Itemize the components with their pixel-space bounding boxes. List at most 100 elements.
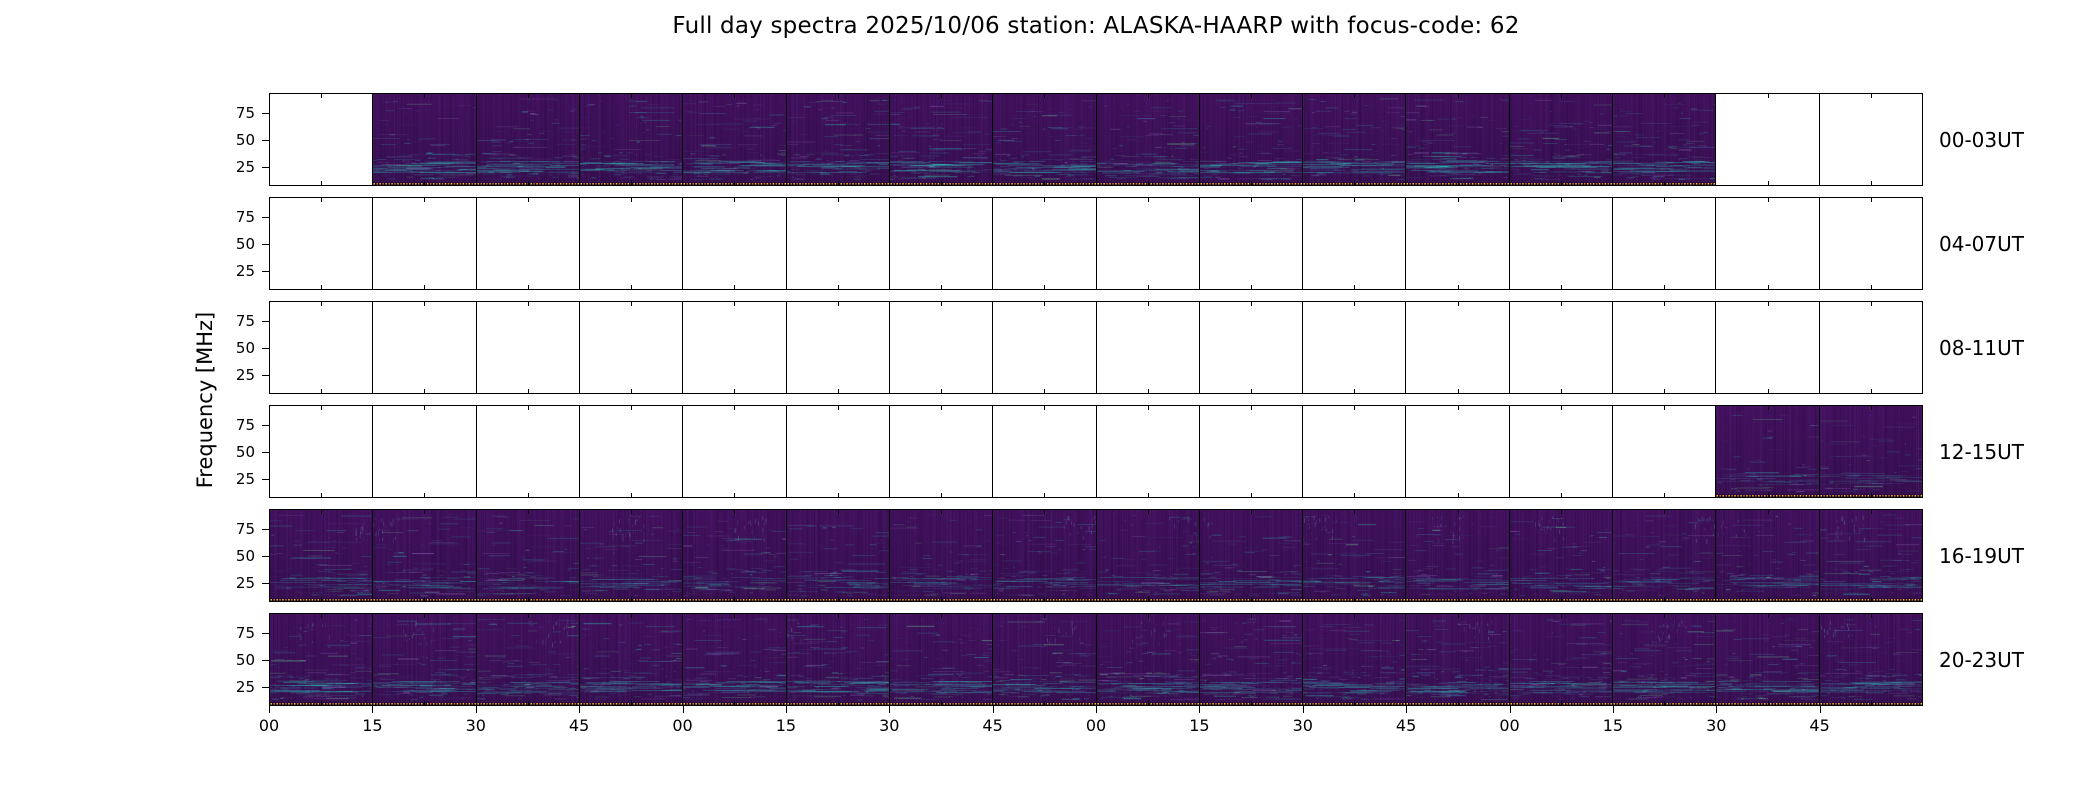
subplot-row-04-07ut: 25 50 75 04-07UT: [0, 197, 2100, 290]
segment-tick: [1560, 510, 1562, 514]
segment-tick: [321, 493, 323, 497]
segment-tick: [1147, 285, 1149, 289]
segment-tick: [734, 94, 736, 98]
segment-tick: [941, 510, 943, 514]
x-tick-label: 15: [1189, 716, 1210, 735]
x-tick-mark: [1199, 706, 1201, 713]
segment-tick: [1250, 389, 1252, 393]
segment-tick: [1354, 181, 1356, 185]
spectrogram-canvas: [1199, 614, 1303, 705]
segment-tick: [1354, 493, 1356, 497]
segment-tick: [1560, 493, 1562, 497]
spectrogram-segment: [992, 406, 1095, 497]
segment-tick: [1870, 493, 1872, 497]
x-tick-label: 00: [1085, 716, 1107, 735]
y-tick-label: 50: [235, 338, 255, 357]
y-tick-label: 75: [235, 519, 255, 538]
segment-tick: [1044, 302, 1046, 306]
spectrogram-segment: [1612, 614, 1716, 705]
segment-tick: [527, 198, 529, 202]
segment-tick: [1870, 302, 1872, 306]
segment-tick: [321, 285, 323, 289]
spectrogram-segment: [888, 406, 992, 497]
segment-tick: [631, 389, 633, 393]
spectrogram-canvas: [1199, 94, 1303, 185]
x-tick-mark: [1096, 706, 1097, 713]
segment-tick: [424, 198, 426, 202]
x-tick-mark: [1716, 706, 1718, 713]
y-tick-label: 50: [235, 442, 255, 461]
segment-tick: [1354, 614, 1356, 618]
segment-tick: [1870, 181, 1872, 185]
spectrogram-segment: [682, 198, 785, 289]
spectrogram-canvas: [579, 510, 683, 601]
segment-tick: [321, 510, 323, 514]
spectrogram-segment: [1715, 198, 1818, 289]
segment-tick: [734, 510, 736, 514]
segment-tick: [527, 94, 529, 98]
x-tick-mark: [682, 706, 684, 713]
row-label: 20-23UT: [1939, 647, 2024, 672]
y-axis-ticks: 25 50 75: [0, 197, 269, 290]
segment-tick: [631, 285, 633, 289]
spectrogram-segment: [1302, 614, 1406, 705]
segment-tick: [1044, 389, 1046, 393]
spectrogram-canvas: [683, 94, 786, 185]
spectrogram-canvas: [476, 510, 579, 601]
spectrogram-segment: [1818, 510, 1922, 601]
spectrogram-segment: [270, 198, 372, 289]
spectrogram-canvas: [476, 614, 579, 705]
segment-tick: [1250, 94, 1252, 98]
segment-tick: [1250, 510, 1252, 514]
spectrogram-canvas: [1096, 510, 1199, 601]
x-tick-label: 30: [879, 716, 900, 735]
spectrogram-segment: [1612, 510, 1716, 601]
y-tick-label: 75: [235, 103, 255, 122]
segment-tick: [1147, 389, 1149, 393]
y-tick-mark: [262, 528, 269, 530]
segment-tick: [424, 302, 426, 306]
segment-tick: [527, 389, 529, 393]
spectrogram-segment: [1818, 94, 1922, 185]
segment-tick: [424, 510, 426, 514]
spectrogram-canvas: [993, 614, 1096, 705]
segment-tick: [1560, 389, 1562, 393]
spectrogram-segment: [785, 94, 889, 185]
spectrogram-segment: [1198, 406, 1302, 497]
spectrogram-panel: [269, 613, 1923, 706]
row-label: 00-03UT: [1939, 127, 2024, 152]
x-tick-mark: [1819, 706, 1821, 713]
segment-tick: [837, 198, 839, 202]
segment-tick: [1044, 510, 1046, 514]
spectrogram-segment: [1508, 614, 1613, 705]
x-tick-mark: [889, 706, 891, 713]
row-label: 12-15UT: [1939, 439, 2024, 464]
spectrogram-canvas: [1199, 510, 1303, 601]
spectrogram-segment: [1405, 510, 1509, 601]
x-tick-mark: [579, 706, 581, 713]
segment-tick: [1560, 198, 1562, 202]
segment-tick: [1767, 701, 1769, 705]
spectrogram-segment: [682, 94, 786, 185]
spectrogram-segment: [1198, 510, 1303, 601]
spectrogram-segment: [1302, 94, 1406, 185]
segment-tick: [1044, 198, 1046, 202]
spectrogram-segment: [1095, 198, 1199, 289]
segment-tick: [1664, 493, 1666, 497]
segment-tick: [1044, 597, 1046, 601]
x-tick-label: 15: [775, 716, 797, 735]
subplot-row-12-15ut: 25 50 75 12-15UT: [0, 405, 2100, 498]
spectrogram-segment: [785, 510, 889, 601]
spectrogram-segment: [888, 510, 993, 601]
spectrogram-canvas: [1613, 94, 1716, 185]
x-tick-mark: [785, 706, 787, 713]
segment-tick: [1870, 597, 1872, 601]
x-tick-label: 00: [672, 716, 693, 735]
segment-tick: [424, 493, 426, 497]
spectrogram-canvas: [1509, 94, 1613, 185]
segment-tick: [424, 389, 426, 393]
spectrogram-segment: [1508, 406, 1612, 497]
segment-tick: [941, 389, 943, 393]
y-tick-label: 75: [235, 207, 255, 226]
x-tick-mark: [1509, 706, 1511, 713]
